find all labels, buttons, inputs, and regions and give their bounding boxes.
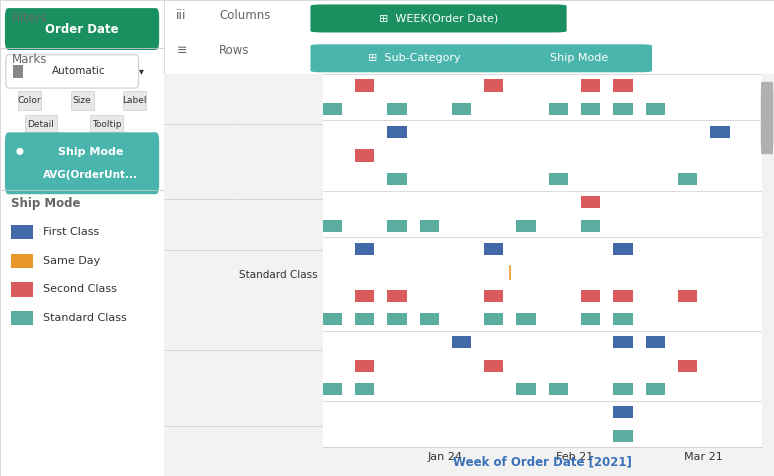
Bar bbox=[452, 103, 471, 115]
Bar bbox=[581, 79, 601, 91]
Text: Same Day: Same Day bbox=[43, 256, 100, 266]
Bar bbox=[581, 103, 601, 115]
Bar bbox=[549, 103, 568, 115]
Bar bbox=[355, 289, 375, 302]
Bar bbox=[613, 243, 632, 255]
Text: Marks: Marks bbox=[12, 53, 47, 66]
Bar bbox=[484, 289, 503, 302]
FancyBboxPatch shape bbox=[5, 155, 159, 194]
Bar bbox=[484, 79, 503, 91]
Text: Size: Size bbox=[73, 97, 91, 105]
Text: Filters: Filters bbox=[12, 12, 47, 25]
Bar bbox=[323, 383, 342, 395]
Bar bbox=[581, 289, 601, 302]
Text: ⊞  Sub-Category: ⊞ Sub-Category bbox=[368, 53, 461, 63]
Bar bbox=[70, 91, 94, 110]
Bar bbox=[355, 149, 375, 161]
Bar bbox=[355, 313, 375, 325]
Bar bbox=[613, 313, 632, 325]
Bar bbox=[387, 103, 406, 115]
Text: ▾: ▾ bbox=[139, 66, 143, 77]
Bar bbox=[123, 91, 146, 110]
Bar bbox=[12, 282, 33, 297]
Bar bbox=[516, 219, 536, 232]
Bar bbox=[678, 360, 697, 372]
Bar bbox=[13, 65, 23, 78]
Bar bbox=[387, 313, 406, 325]
Bar bbox=[581, 219, 601, 232]
Bar bbox=[420, 313, 439, 325]
Bar bbox=[355, 79, 375, 91]
Bar bbox=[678, 173, 697, 185]
Bar bbox=[355, 383, 375, 395]
Bar bbox=[549, 383, 568, 395]
Bar bbox=[387, 173, 406, 185]
Bar bbox=[613, 103, 632, 115]
Text: ⬤: ⬤ bbox=[15, 148, 24, 156]
Bar bbox=[12, 311, 33, 325]
Bar bbox=[581, 196, 601, 208]
Bar bbox=[646, 336, 665, 348]
Bar bbox=[710, 126, 730, 138]
Text: Standard Class: Standard Class bbox=[238, 270, 317, 280]
Text: First Class: First Class bbox=[43, 227, 99, 238]
Bar bbox=[355, 360, 375, 372]
Bar bbox=[323, 219, 342, 232]
Bar bbox=[387, 126, 406, 138]
FancyBboxPatch shape bbox=[505, 44, 652, 72]
Bar bbox=[613, 336, 632, 348]
Text: Color: Color bbox=[18, 97, 41, 105]
Text: AVG(OrderUnt...: AVG(OrderUnt... bbox=[43, 169, 138, 180]
Text: Order Date: Order Date bbox=[45, 22, 119, 36]
Text: Automatic: Automatic bbox=[52, 66, 105, 77]
FancyBboxPatch shape bbox=[5, 55, 139, 88]
FancyBboxPatch shape bbox=[5, 132, 159, 171]
Bar bbox=[484, 360, 503, 372]
Text: Week of Order Date [2021]: Week of Order Date [2021] bbox=[453, 455, 632, 468]
Bar bbox=[420, 219, 439, 232]
FancyBboxPatch shape bbox=[761, 82, 773, 154]
Bar bbox=[613, 430, 632, 442]
Bar bbox=[387, 289, 406, 302]
Text: Columns: Columns bbox=[219, 9, 270, 22]
FancyBboxPatch shape bbox=[5, 8, 159, 50]
Bar bbox=[452, 336, 471, 348]
Bar bbox=[323, 313, 342, 325]
Text: Tooltip: Tooltip bbox=[92, 120, 122, 129]
Bar bbox=[25, 115, 57, 134]
Bar bbox=[484, 243, 503, 255]
Bar bbox=[387, 219, 406, 232]
Bar bbox=[516, 313, 536, 325]
Bar bbox=[646, 103, 665, 115]
Bar bbox=[323, 103, 342, 115]
Bar bbox=[355, 243, 375, 255]
Text: ≡: ≡ bbox=[176, 44, 187, 57]
Bar bbox=[613, 407, 632, 418]
Bar bbox=[12, 225, 33, 239]
Bar bbox=[581, 313, 601, 325]
Text: iii: iii bbox=[176, 9, 187, 22]
Text: Ship Mode: Ship Mode bbox=[12, 197, 81, 209]
FancyBboxPatch shape bbox=[310, 4, 567, 32]
Text: Label: Label bbox=[122, 97, 147, 105]
Text: Ship Mode: Ship Mode bbox=[550, 53, 608, 63]
Text: Standard Class: Standard Class bbox=[43, 313, 126, 323]
Bar bbox=[549, 173, 568, 185]
Text: ⊞  WEEK(Order Date): ⊞ WEEK(Order Date) bbox=[379, 13, 498, 23]
Text: Ship Mode: Ship Mode bbox=[57, 147, 123, 157]
Bar bbox=[613, 79, 632, 91]
Bar bbox=[613, 383, 632, 395]
Text: Detail: Detail bbox=[28, 120, 54, 129]
Bar bbox=[678, 289, 697, 302]
Bar bbox=[516, 383, 536, 395]
Text: Second Class: Second Class bbox=[43, 284, 117, 295]
Bar bbox=[91, 115, 123, 134]
FancyBboxPatch shape bbox=[310, 44, 518, 72]
Bar bbox=[12, 254, 33, 268]
Bar bbox=[613, 289, 632, 302]
Text: Rows: Rows bbox=[219, 44, 249, 57]
Bar bbox=[646, 383, 665, 395]
Bar bbox=[484, 313, 503, 325]
Bar bbox=[18, 91, 41, 110]
